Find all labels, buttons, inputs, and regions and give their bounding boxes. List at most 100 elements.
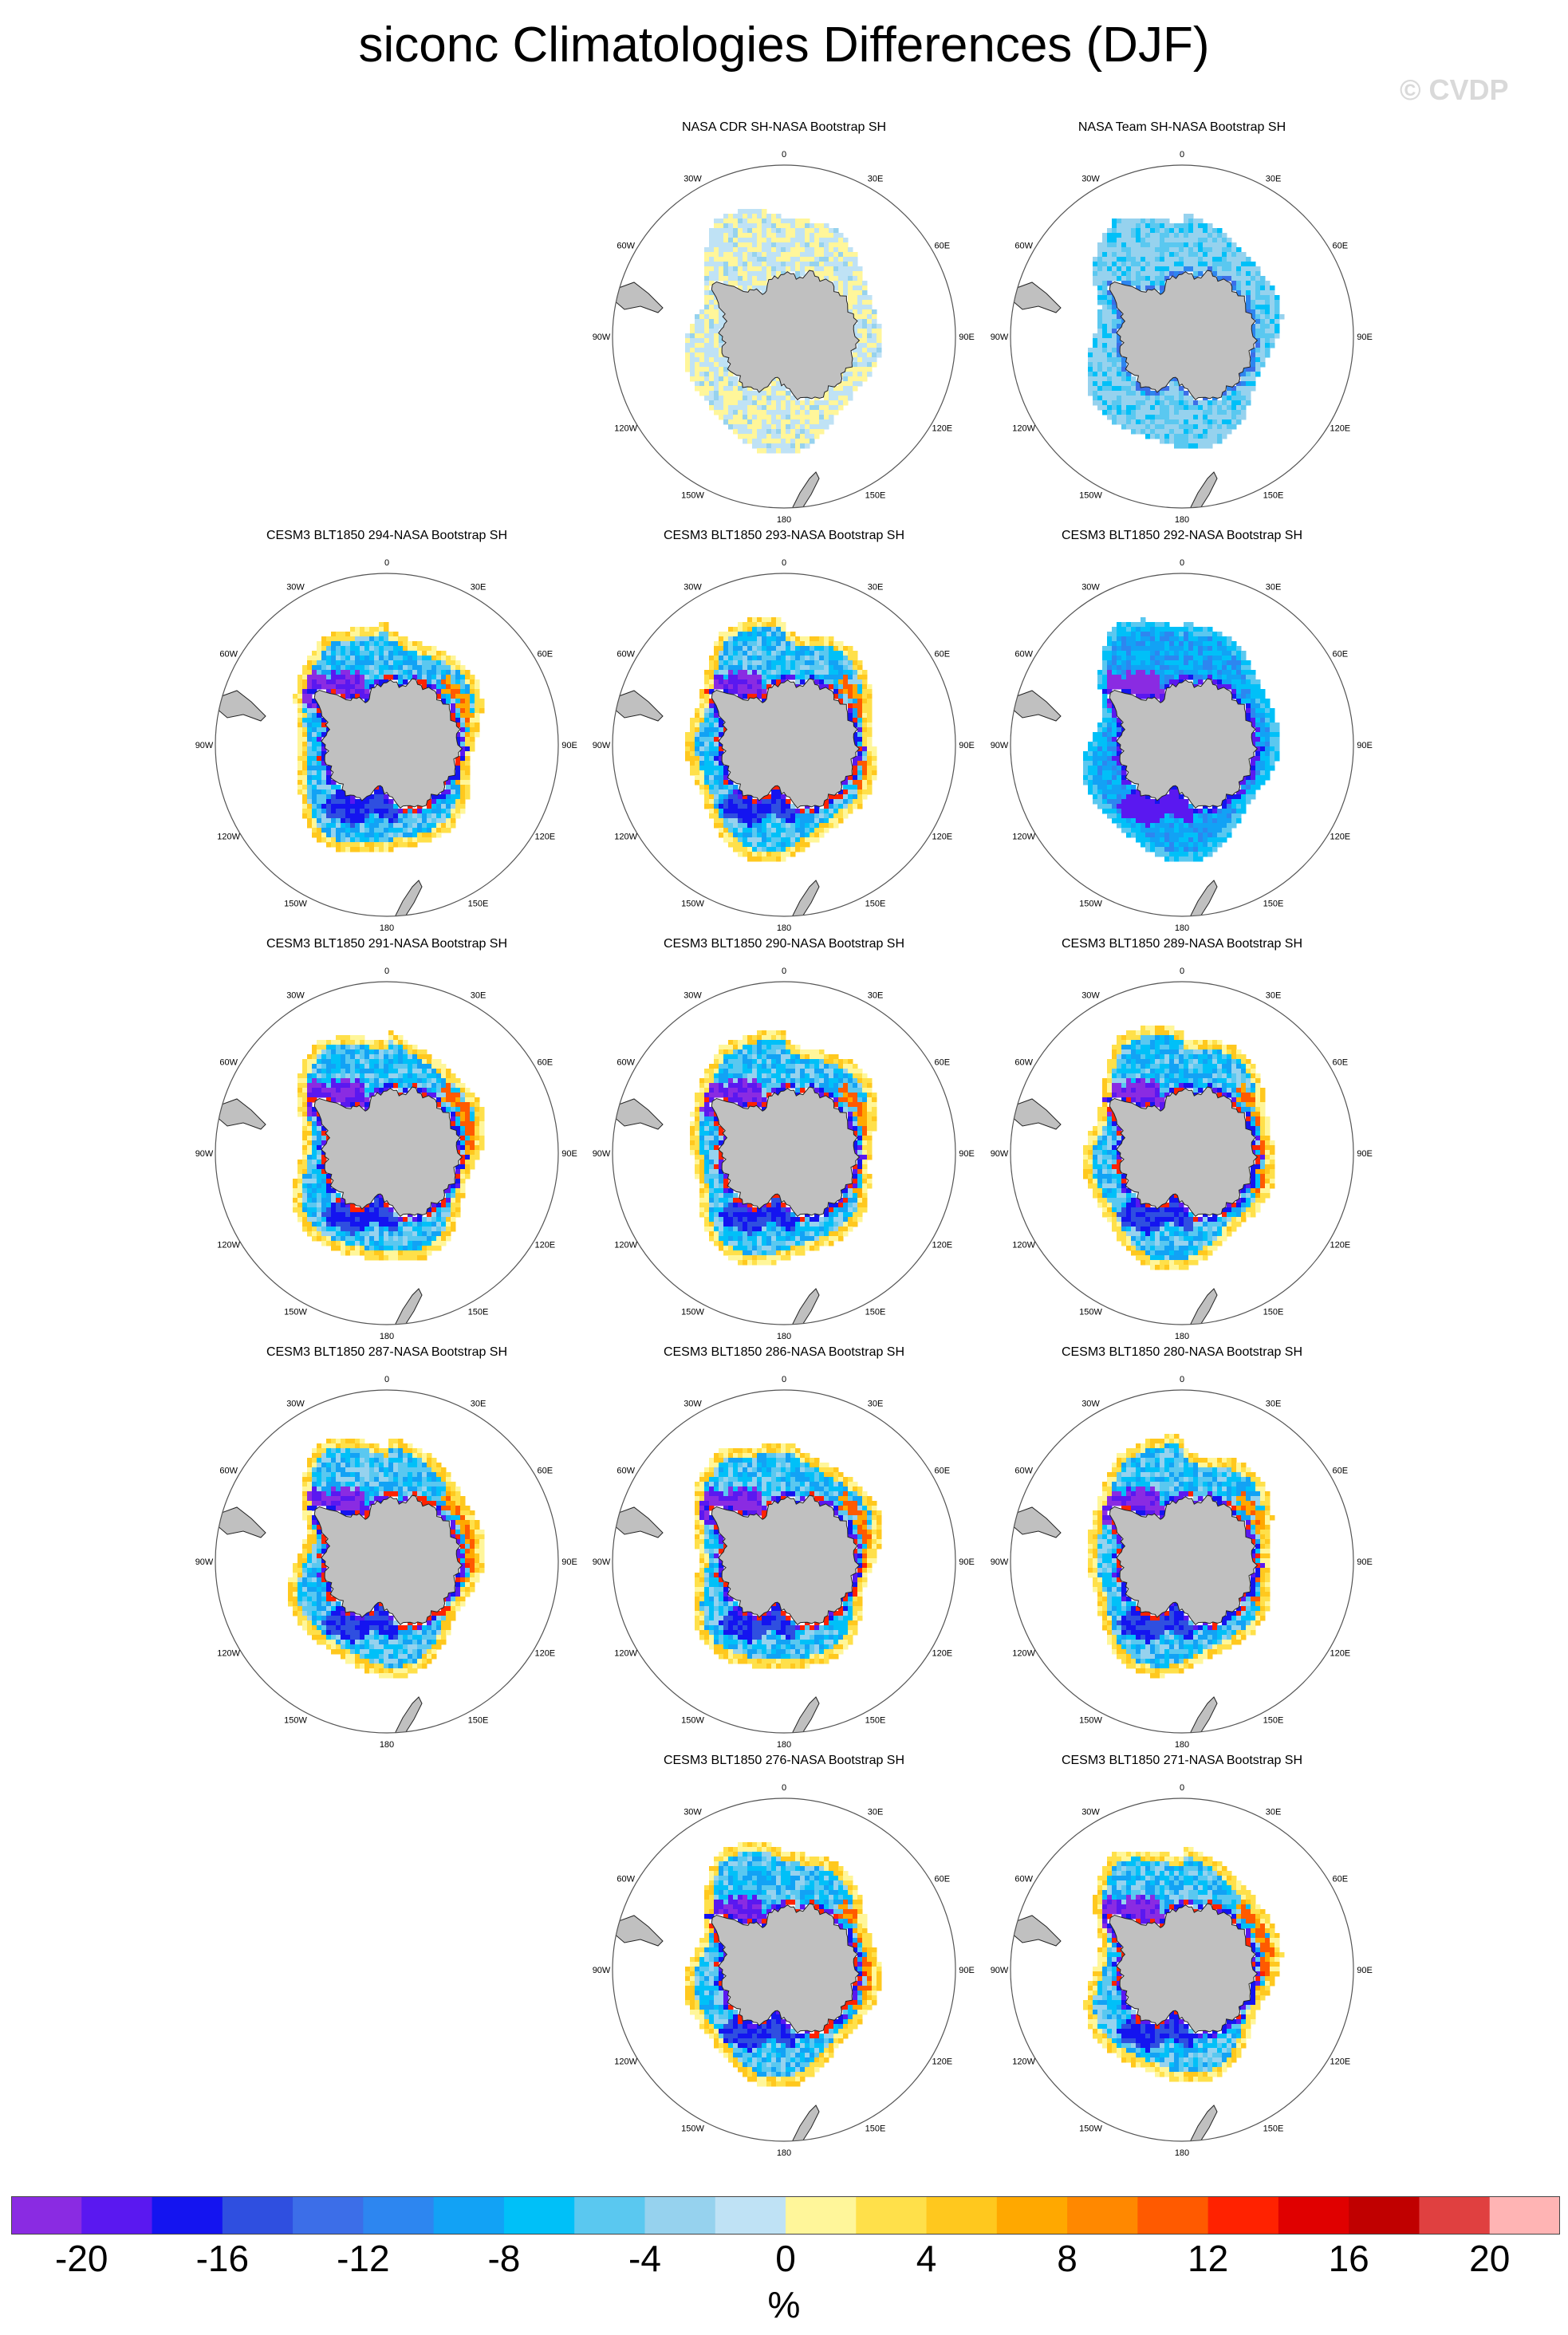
panel-title: CESM3 BLT1850 292-NASA Bootstrap SH	[1061, 529, 1303, 542]
longitude-label: 180	[380, 923, 394, 933]
longitude-label: 90W	[593, 1557, 611, 1567]
antarctica-landmass	[711, 1086, 861, 1217]
colorbar-swatch	[293, 2196, 364, 2235]
polar-map: 0 30E 60E 90E 120E 150E 180 150W 120W 90W 60W 30W	[195, 558, 577, 933]
longitude-label: 90W	[195, 1149, 214, 1159]
longitude-label: 90E	[1357, 1557, 1373, 1567]
longitude-label: 90W	[991, 1149, 1009, 1159]
longitude-label: 30W	[684, 175, 702, 184]
longitude-label: 120E	[932, 2057, 952, 2067]
colorbar-swatch	[81, 2196, 153, 2235]
longitude-label: 60W	[1014, 242, 1033, 251]
map-border	[215, 1389, 559, 1734]
map-panel: CESM3 BLT1850 286-NASA Bootstrap SH 0 30E 6…	[585, 1345, 983, 1759]
panel-title: CESM3 BLT1850 294-NASA Bootstrap SH	[266, 529, 508, 542]
map-panel: CESM3 BLT1850 291-NASA Bootstrap SH 0 30E 6…	[187, 936, 586, 1351]
polar-map: 0 30E 60E 90E 120E 150E 180 150W 120W 90W 60W 30W	[593, 150, 975, 525]
antarctica-landmass	[313, 1494, 463, 1625]
longitude-label: 150E	[1263, 2124, 1284, 2133]
longitude-label: 30E	[868, 175, 884, 184]
longitude-label: 30E	[1266, 1808, 1282, 1817]
longitude-label: 150E	[865, 1715, 886, 1725]
panel-title: CESM3 BLT1850 291-NASA Bootstrap SH	[266, 937, 508, 951]
panel-title: CESM3 BLT1850 287-NASA Bootstrap SH	[266, 1345, 508, 1359]
longitude-label: 150W	[284, 1307, 307, 1317]
sea-ice-difference-field	[685, 1842, 882, 2087]
colorbar-swatch	[926, 2196, 998, 2235]
longitude-label: 60W	[1014, 1467, 1033, 1476]
new-zealand-landmass	[1188, 2105, 1218, 2141]
south-america-landmass	[1011, 1098, 1062, 1130]
longitude-label: 60E	[935, 650, 951, 660]
longitude-label: 0	[1180, 150, 1184, 159]
longitude-label: 0	[782, 967, 786, 976]
antarctica-landmass	[1109, 1903, 1259, 2034]
panel-title: CESM3 BLT1850 290-NASA Bootstrap SH	[663, 937, 905, 951]
longitude-label: 120E	[534, 1241, 555, 1250]
longitude-label: 180	[380, 1740, 394, 1750]
longitude-label: 120W	[614, 1649, 637, 1659]
longitude-label: 60E	[1333, 242, 1349, 251]
longitude-label: 30E	[1266, 583, 1282, 593]
longitude-label: 30W	[286, 583, 305, 593]
new-zealand-landmass	[392, 1696, 423, 1733]
longitude-label: 90W	[991, 333, 1009, 342]
map-panel: CESM3 BLT1850 292-NASA Bootstrap SH 0 30E 6…	[983, 528, 1381, 943]
map-border	[215, 573, 559, 917]
longitude-label: 60E	[1333, 1467, 1349, 1476]
panel-grid: NASA CDR SH-NASA Bootstrap SH 0 30E 60E 90E 1…	[187, 120, 1381, 2158]
longitude-label: 120W	[1012, 2057, 1035, 2067]
map-border	[612, 1798, 956, 2142]
longitude-label: 120E	[932, 424, 952, 434]
longitude-label: 180	[1175, 2148, 1189, 2158]
sea-ice-difference-field	[1083, 617, 1280, 862]
colorbar-tick: -20	[55, 2238, 108, 2279]
longitude-label: 30E	[471, 991, 487, 1001]
longitude-label: 60E	[1333, 650, 1349, 660]
longitude-label: 30W	[684, 583, 702, 593]
longitude-label: 30E	[868, 1400, 884, 1409]
map-border	[612, 164, 956, 509]
colorbar-swatch	[574, 2196, 645, 2235]
longitude-label: 150E	[865, 2124, 886, 2133]
longitude-label: 0	[1180, 1783, 1184, 1793]
longitude-label: 120E	[534, 833, 555, 842]
longitude-label: 90E	[1357, 741, 1373, 750]
colorbar-tick-labels: -20 -16 -12 -8 -4 0 4 8 12 16 20	[0, 2236, 1568, 2284]
map-panel: NASA Team SH-NASA Bootstrap SH 0 30E 60E 90E…	[983, 120, 1381, 534]
panel-title: CESM3 BLT1850 286-NASA Bootstrap SH	[663, 1345, 905, 1359]
polar-map: 0 30E 60E 90E 120E 150E 180 150W 120W 90W 60W 30W	[593, 1783, 975, 2158]
longitude-label: 60W	[219, 650, 238, 660]
new-zealand-landmass	[790, 2105, 820, 2141]
colorbar-swatch	[786, 2196, 857, 2235]
colorbar-swatch	[363, 2196, 435, 2235]
longitude-label: 90E	[561, 741, 577, 750]
polar-map: 0 30E 60E 90E 120E 150E 180 150W 120W 90W 60W 30W	[593, 967, 975, 1341]
longitude-label: 90W	[195, 741, 214, 750]
sea-ice-difference-field	[1088, 214, 1285, 449]
map-panel: CESM3 BLT1850 293-NASA Bootstrap SH 0 30E 6…	[585, 528, 983, 943]
south-america-landmass	[1011, 1915, 1062, 1947]
longitude-label: 180	[1175, 1332, 1189, 1341]
longitude-label: 120W	[614, 424, 637, 434]
longitude-label: 120E	[932, 1649, 952, 1659]
colorbar-units: %	[767, 2284, 801, 2325]
longitude-label: 60W	[617, 1875, 635, 1884]
longitude-label: 150W	[1079, 2124, 1102, 2133]
longitude-label: 180	[777, 2148, 791, 2158]
longitude-label: 120E	[1330, 1649, 1350, 1659]
sea-ice-difference-field	[288, 1439, 485, 1679]
longitude-label: 60E	[935, 1467, 951, 1476]
new-zealand-landmass	[790, 1696, 820, 1733]
colorbar-swatch	[996, 2196, 1068, 2235]
longitude-label: 120W	[1012, 424, 1035, 434]
longitude-label: 90E	[561, 1557, 577, 1567]
antarctica-landmass	[711, 678, 861, 809]
colorbar-swatch	[715, 2196, 786, 2235]
new-zealand-landmass	[790, 880, 820, 916]
longitude-label: 30E	[1266, 1400, 1282, 1409]
antarctica-landmass	[313, 678, 463, 809]
panel-title: CESM3 BLT1850 271-NASA Bootstrap SH	[1061, 1754, 1303, 1767]
antarctica-landmass	[711, 1494, 861, 1625]
colorbar-swatch	[644, 2196, 716, 2235]
